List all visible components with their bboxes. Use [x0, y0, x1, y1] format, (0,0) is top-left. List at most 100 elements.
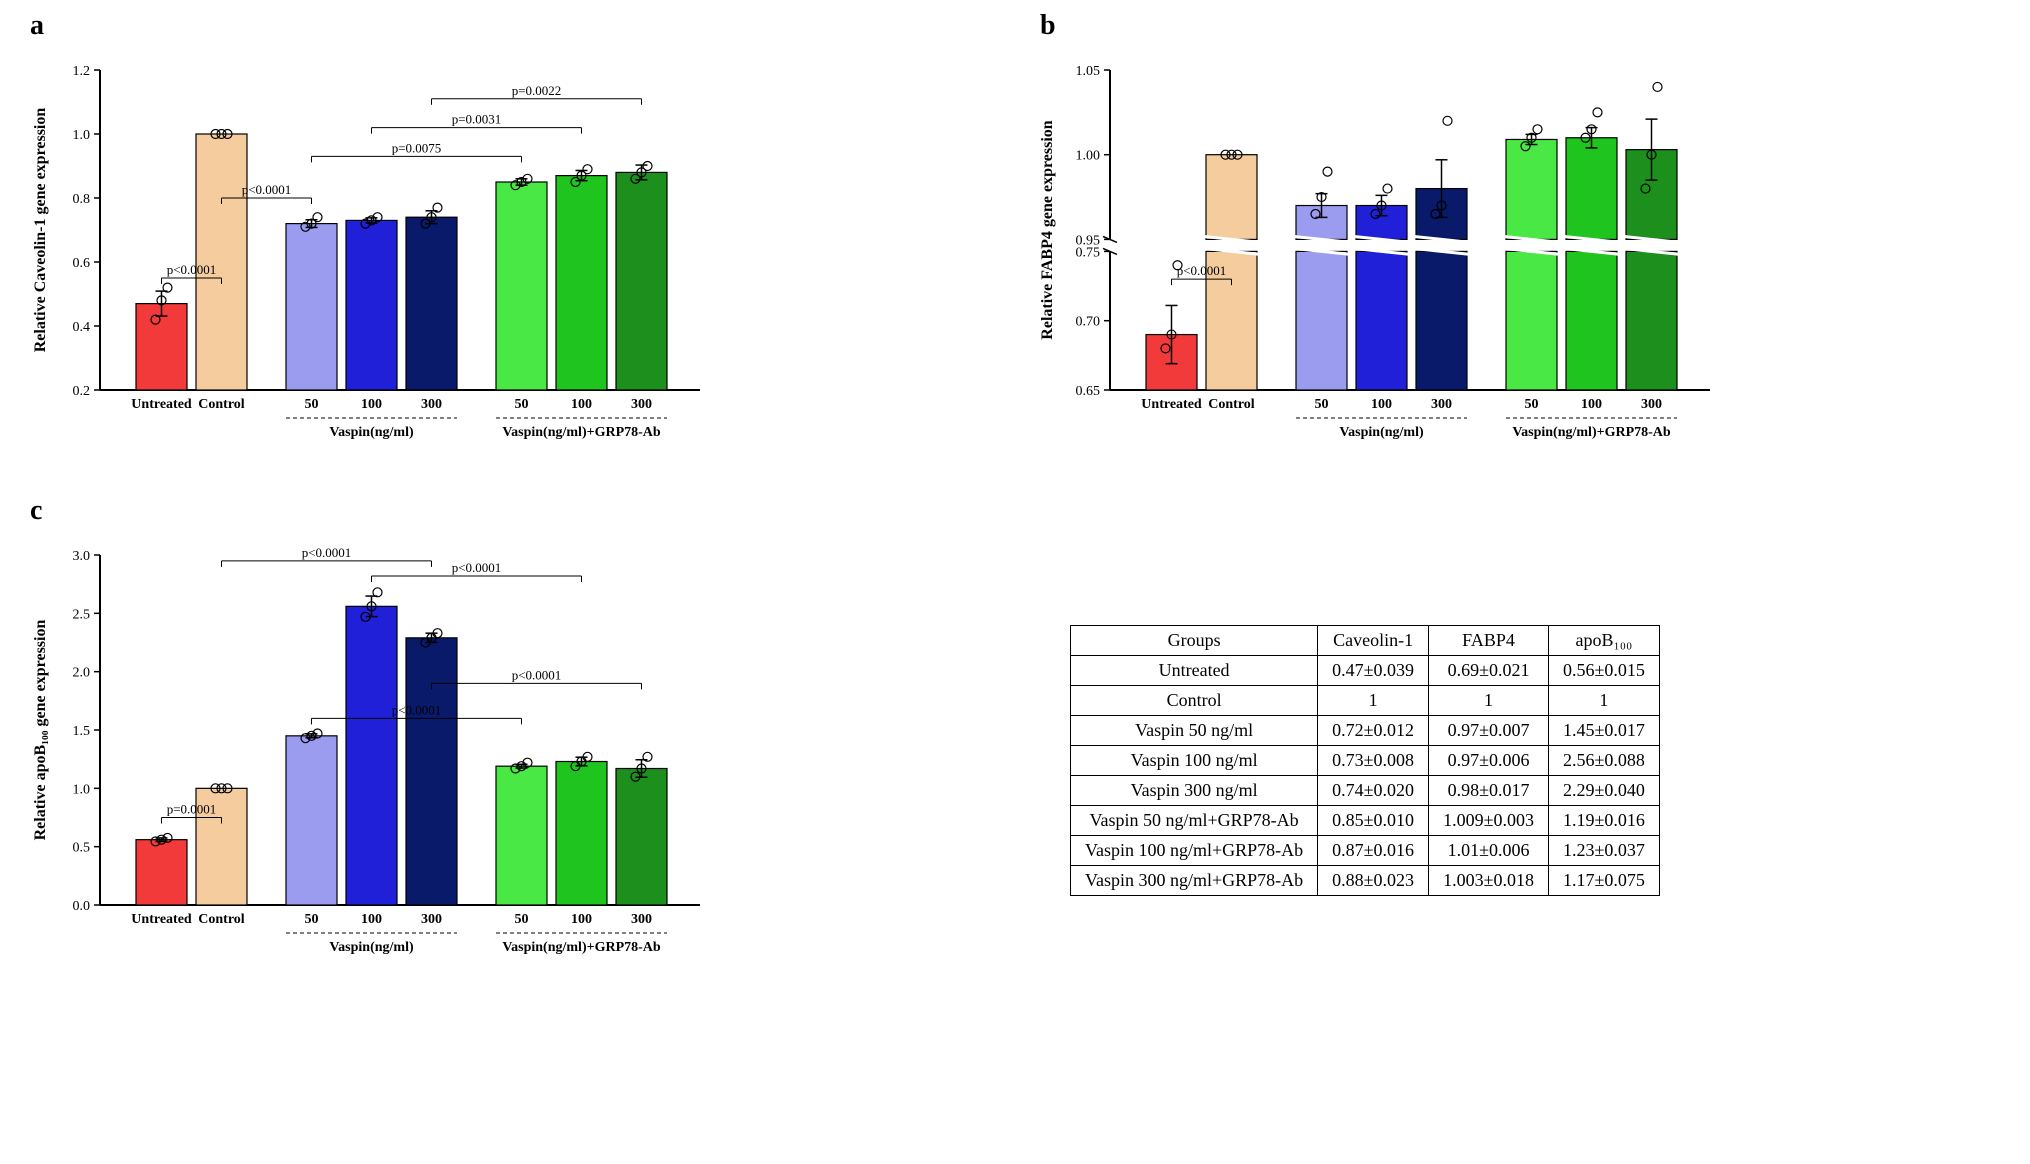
figure-container: a 0.20.40.60.81.01.2Relative Caveolin-1 …	[20, 20, 2010, 990]
svg-text:p<0.0001: p<0.0001	[167, 262, 217, 277]
panel-a-label: a	[30, 10, 44, 42]
svg-text:300: 300	[1431, 397, 1452, 412]
table-cell: Vaspin 300 ng/ml+GRP78-Ab	[1071, 866, 1318, 896]
svg-text:Vaspin(ng/ml): Vaspin(ng/ml)	[329, 425, 414, 440]
svg-text:Untreated: Untreated	[1141, 397, 1202, 412]
table-cell: 0.97±0.007	[1429, 716, 1549, 746]
svg-text:0.2: 0.2	[73, 384, 91, 399]
table-header-cell: FABP4	[1429, 626, 1549, 656]
svg-text:3.0: 3.0	[73, 549, 91, 564]
svg-text:0.65: 0.65	[1076, 384, 1101, 399]
table-row: Control111	[1071, 686, 1660, 716]
table-cell: Vaspin 100 ng/ml	[1071, 746, 1318, 776]
table-cell: Vaspin 50 ng/ml	[1071, 716, 1318, 746]
svg-text:Vaspin(ng/ml): Vaspin(ng/ml)	[329, 940, 414, 955]
table-cell: 0.74±0.020	[1318, 776, 1429, 806]
svg-text:300: 300	[631, 397, 652, 412]
svg-text:Vaspin(ng/ml)+GRP78-Ab: Vaspin(ng/ml)+GRP78-Ab	[1512, 425, 1671, 440]
svg-text:50: 50	[515, 397, 529, 412]
svg-text:Control: Control	[198, 397, 245, 412]
svg-text:300: 300	[421, 397, 442, 412]
svg-text:50: 50	[305, 397, 319, 412]
svg-text:Vaspin(ng/ml): Vaspin(ng/ml)	[1339, 425, 1424, 440]
table-cell: 1.009±0.003	[1429, 806, 1549, 836]
svg-text:1.5: 1.5	[73, 724, 91, 739]
panel-b-label: b	[1040, 10, 1056, 42]
svg-text:p=0.0022: p=0.0022	[512, 83, 562, 98]
table-cell: Vaspin 100 ng/ml+GRP78-Ab	[1071, 836, 1318, 866]
svg-text:Control: Control	[1208, 397, 1255, 412]
svg-text:Relative FABP4 gene expression: Relative FABP4 gene expression	[1039, 120, 1056, 339]
svg-text:2.5: 2.5	[73, 607, 91, 622]
table-cell: 0.97±0.006	[1429, 746, 1549, 776]
table-header-cell: apoB₁₀₀	[1548, 626, 1659, 656]
panel-c-label: c	[30, 495, 42, 527]
svg-text:50: 50	[515, 912, 529, 927]
table-cell: 1.01±0.006	[1429, 836, 1549, 866]
svg-text:100: 100	[571, 397, 592, 412]
table-row: Untreated0.47±0.0390.69±0.0210.56±0.015	[1071, 656, 1660, 686]
table-row: Vaspin 100 ng/ml+GRP78-Ab0.87±0.0161.01±…	[1071, 836, 1660, 866]
table-cell: Control	[1071, 686, 1318, 716]
table-cell: 0.87±0.016	[1318, 836, 1429, 866]
table-cell: 0.56±0.015	[1548, 656, 1659, 686]
svg-text:p=0.0001: p=0.0001	[167, 802, 217, 817]
panel-b-chart: 0.951.001.050.650.700.75Relative FABP4 g…	[1030, 50, 2010, 475]
table-row: Vaspin 50 ng/ml+GRP78-Ab0.85±0.0101.009±…	[1071, 806, 1660, 836]
svg-text:100: 100	[361, 397, 382, 412]
table-cell: 1	[1548, 686, 1659, 716]
svg-text:p<0.0001: p<0.0001	[242, 182, 292, 197]
svg-text:300: 300	[421, 912, 442, 927]
table-cell: 2.29±0.040	[1548, 776, 1659, 806]
table-cell: Vaspin 300 ng/ml	[1071, 776, 1318, 806]
svg-text:50: 50	[305, 912, 319, 927]
svg-text:2.0: 2.0	[73, 666, 91, 681]
data-table: GroupsCaveolin-1FABP4apoB₁₀₀Untreated0.4…	[1070, 625, 1660, 896]
svg-text:Control: Control	[198, 912, 245, 927]
svg-text:p=0.0075: p=0.0075	[392, 140, 442, 155]
svg-text:p<0.0001: p<0.0001	[1177, 263, 1227, 278]
table-cell: 0.47±0.039	[1318, 656, 1429, 686]
svg-text:0.75: 0.75	[1076, 245, 1101, 260]
table-cell: 1.003±0.018	[1429, 866, 1549, 896]
svg-text:50: 50	[1315, 397, 1329, 412]
table-cell: 1.17±0.075	[1548, 866, 1659, 896]
table-cell: Vaspin 50 ng/ml+GRP78-Ab	[1071, 806, 1318, 836]
panel-c-chart: 0.00.51.01.52.02.53.0Relative apoB₁₀₀ ge…	[20, 535, 1000, 990]
table-row: Vaspin 100 ng/ml0.73±0.0080.97±0.0062.56…	[1071, 746, 1660, 776]
table-cell: 0.98±0.017	[1429, 776, 1549, 806]
panel-a-chart: 0.2 0.4 0.6 0.8 1.0 1.2 Relative Caveolin-1 ge…	[20, 50, 1000, 475]
svg-text:0.6: 0.6	[73, 256, 91, 271]
table-row: Vaspin 300 ng/ml0.74±0.0200.98±0.0172.29…	[1071, 776, 1660, 806]
svg-text:Relative Caveolin-1 gene expre: Relative Caveolin-1 gene expression	[32, 108, 49, 353]
panel-b: b 0.951.001.050.650.700.75Relative FABP4…	[1030, 20, 2010, 475]
svg-text:100: 100	[571, 912, 592, 927]
svg-text:300: 300	[1641, 397, 1662, 412]
table-header-cell: Groups	[1071, 626, 1318, 656]
table-cell: 2.56±0.088	[1548, 746, 1659, 776]
table-cell: 1.19±0.016	[1548, 806, 1659, 836]
svg-text:300: 300	[631, 912, 652, 927]
svg-text:0.70: 0.70	[1076, 315, 1101, 330]
svg-text:Untreated: Untreated	[131, 397, 192, 412]
svg-text:p<0.0001: p<0.0001	[452, 560, 502, 575]
svg-text:1.0: 1.0	[73, 128, 91, 143]
svg-text:0.4: 0.4	[73, 320, 91, 335]
table-cell: Untreated	[1071, 656, 1318, 686]
table-cell: 0.69±0.021	[1429, 656, 1549, 686]
table-cell: 0.85±0.010	[1318, 806, 1429, 836]
table-cell: 0.72±0.012	[1318, 716, 1429, 746]
svg-text:1.2: 1.2	[73, 64, 91, 79]
svg-text:100: 100	[1581, 397, 1602, 412]
svg-text:p=0.0031: p=0.0031	[452, 112, 502, 127]
table-cell: 0.73±0.008	[1318, 746, 1429, 776]
table-row: Vaspin 300 ng/ml+GRP78-Ab0.88±0.0231.003…	[1071, 866, 1660, 896]
svg-text:0.0: 0.0	[73, 899, 91, 914]
svg-text:Vaspin(ng/ml)+GRP78-Ab: Vaspin(ng/ml)+GRP78-Ab	[502, 940, 661, 955]
svg-text:Relative apoB₁₀₀ gene expressi: Relative apoB₁₀₀ gene expression	[32, 620, 49, 841]
svg-text:0.5: 0.5	[73, 841, 91, 856]
svg-text:p<0.0001: p<0.0001	[302, 545, 352, 560]
svg-text:100: 100	[1371, 397, 1392, 412]
svg-text:0.8: 0.8	[73, 192, 91, 207]
table-cell: 0.88±0.023	[1318, 866, 1429, 896]
